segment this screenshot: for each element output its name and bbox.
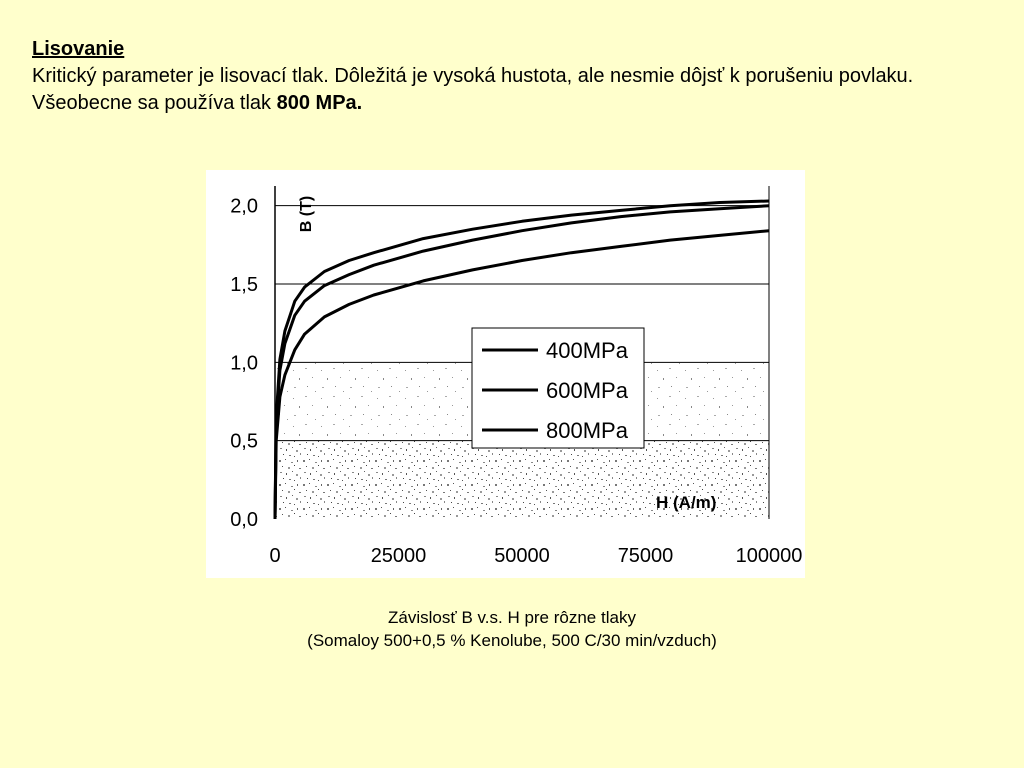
y-tick-label: 2,0 (230, 196, 258, 218)
bh-chart: 0,0 0,5 1,0 1,5 2,0 0 25000 50000 75000 100000 4… (230, 186, 802, 567)
bh-chart-figure: 0,0 0,5 1,0 1,5 2,0 0 25000 50000 75000 100000 4… (206, 170, 805, 578)
legend-label: 600MPa (546, 378, 629, 403)
y-tick-label: 0,5 (230, 431, 258, 453)
x-axis-label: H (A/m) (656, 493, 716, 512)
x-tick-label: 0 (269, 545, 280, 567)
legend-label: 800MPa (546, 418, 629, 443)
x-tick-labels: 0 25000 50000 75000 100000 (269, 545, 802, 567)
slide-paragraph: Kritický parameter je lisovací tlak. Dôl… (32, 65, 914, 87)
figure-caption-line2: (Somaloy 500+0,5 % Kenolube, 500 C/30 mi… (307, 631, 717, 650)
y-tick-label: 1,0 (230, 352, 258, 374)
y-axis-label: B (T) (298, 196, 315, 232)
series-line-800MPa (273, 199, 770, 520)
slide-title: Lisovanie (32, 38, 125, 60)
x-tick-label: 75000 (618, 545, 674, 567)
x-tick-label: 25000 (371, 545, 427, 567)
x-tick-label: 50000 (494, 545, 550, 567)
y-tick-label: 0,0 (230, 509, 258, 531)
y-tick-labels: 0,0 0,5 1,0 1,5 2,0 (230, 196, 258, 531)
series-line-600MPa (273, 204, 770, 520)
slide-text: Lisovanie Kritický parameter je lisovací… (32, 36, 992, 117)
legend-label: 400MPa (546, 338, 629, 363)
pressure-line: Všeobecne sa používa tlak 800 MPa. (32, 90, 992, 117)
pressure-line-prefix: Všeobecne sa používa tlak (32, 92, 277, 114)
series-lines (273, 199, 770, 520)
pressure-value: 800 MPa. (276, 92, 363, 114)
figure-caption-line1: Závislosť B v.s. H pre rôzne tlaky (388, 608, 636, 627)
legend: 400MPa 600MPa 800MPa (471, 327, 645, 449)
legend-box (471, 327, 645, 449)
x-tick-label: 100000 (736, 545, 803, 567)
y-tick-label: 1,5 (230, 274, 258, 296)
shaded-region-lower (275, 440, 769, 519)
series-line-400MPa (273, 229, 770, 520)
